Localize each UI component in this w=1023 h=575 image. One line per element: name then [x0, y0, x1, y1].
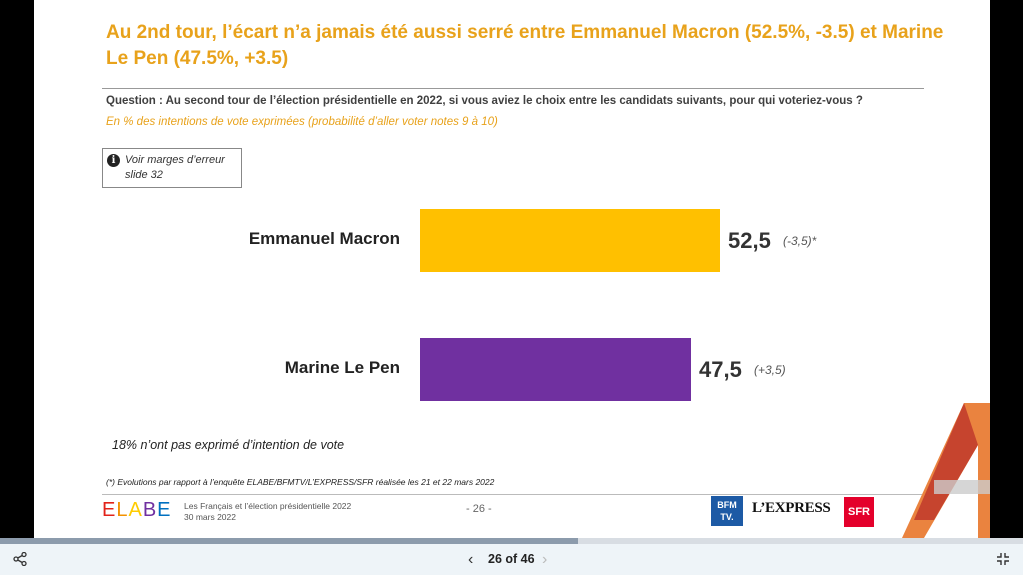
page-counter: 26 of 46: [488, 552, 535, 566]
elabe-letter: E: [157, 499, 172, 521]
candidate-label: Marine Le Pen: [284, 358, 400, 377]
note-line-2: slide 32: [125, 169, 163, 181]
candidate-value: 52,5: [728, 228, 771, 253]
footnote: (*) Evolutions par rapport à l’enquête E…: [106, 477, 495, 487]
share-icon[interactable]: [13, 552, 27, 566]
bfm-text: BFM: [717, 500, 737, 510]
elabe-letters: ELABE: [102, 499, 172, 522]
elabe-letter: A: [128, 499, 143, 521]
footer-study: Les Français et l’élection présidentiell…: [184, 501, 352, 511]
elabe-letter: E: [102, 499, 117, 521]
candidate-evolution: (-3,5)*: [783, 234, 817, 248]
sfr-logo: SFR: [844, 497, 874, 527]
bfmtv-logo: BFM TV.: [711, 496, 743, 526]
lexpress-logo: L’EXPRESS: [752, 500, 831, 516]
subquestion-text: En % des intentions de vote exprimées (p…: [106, 116, 498, 128]
divider: [102, 88, 924, 89]
note-line-1: Voir marges d’erreur: [125, 154, 225, 166]
fullscreen-exit-icon[interactable]: [996, 552, 1010, 566]
not-expressed-note: 18% n’ont pas exprimé d’intention de vot…: [112, 438, 345, 452]
slide-title: Au 2nd tour, l’écart n’a jamais été auss…: [106, 22, 944, 69]
chevron-left-icon[interactable]: ‹: [468, 551, 474, 568]
progress-fill: [0, 538, 578, 544]
tv-text: TV.: [720, 512, 734, 522]
elabe-logo: ELABE: [102, 499, 172, 522]
a-watermark-logo: [902, 403, 990, 538]
candidate-label: Emmanuel Macron: [248, 229, 400, 248]
elabe-letter: L: [116, 499, 129, 521]
info-icon: i: [107, 154, 120, 167]
footer-text: Les Français et l’élection présidentiell…: [184, 501, 351, 523]
candidate-value: 47,5: [699, 357, 742, 382]
page-number: - 26 -: [466, 503, 492, 515]
elabe-letter: B: [142, 499, 158, 521]
question-text: Question : Au second tour de l’élection …: [106, 95, 863, 107]
footer-divider: [102, 494, 922, 495]
viewer-toolbar: ‹ 26 of 46 ›: [0, 544, 1023, 575]
chevron-right-icon[interactable]: ›: [542, 551, 548, 568]
footer-date: 30 mars 2022: [184, 512, 236, 522]
candidate-bar: [420, 338, 691, 401]
error-margin-note: i Voir marges d’erreur slide 32: [102, 148, 242, 188]
slide: Au 2nd tour, l’écart n’a jamais été auss…: [34, 0, 990, 538]
candidate-evolution: (+3,5): [754, 363, 786, 377]
candidate-bar: [420, 209, 720, 272]
